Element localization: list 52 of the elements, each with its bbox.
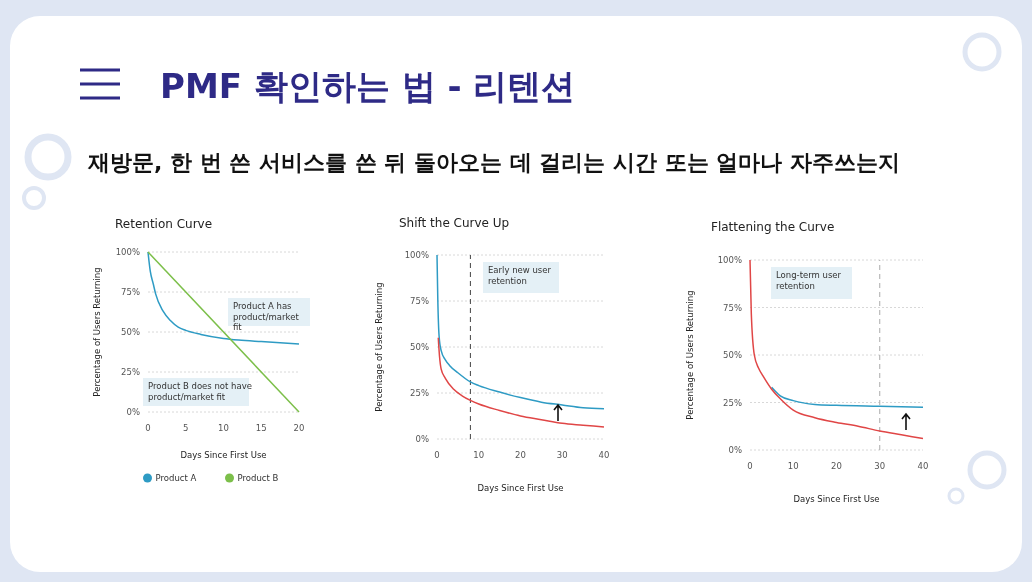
x-axis-title: Days Since First Use xyxy=(180,450,267,460)
line-series xyxy=(770,386,924,408)
y-axis-title: Percentage of Users Returning xyxy=(685,290,695,420)
y-tick-label: 50% xyxy=(121,327,140,337)
x-tick-label: 40 xyxy=(917,461,929,471)
x-tick-label: 10 xyxy=(473,450,485,460)
chart-title: Retention Curve xyxy=(115,217,213,231)
y-axis-title: Percentage of Users Returning xyxy=(374,282,384,412)
y-tick-label: 0% xyxy=(728,445,742,455)
x-tick-label: 5 xyxy=(183,423,189,433)
y-tick-label: 0% xyxy=(126,407,140,417)
chart-title: Flattening the Curve xyxy=(711,220,835,234)
x-tick-label: 40 xyxy=(598,450,610,460)
x-tick-label: 15 xyxy=(255,423,267,433)
line-series xyxy=(436,254,605,410)
y-tick-label: 25% xyxy=(121,367,140,377)
x-tick-label: 30 xyxy=(874,461,886,471)
annotation: Long-term user retention xyxy=(776,270,842,291)
text: PMF 확인하는 법 - 리텐션 xyxy=(160,66,576,106)
chart-title: Shift the Curve Up xyxy=(399,216,510,230)
annotation: Product A has product/market fit xyxy=(233,301,300,332)
y-tick-label: 100% xyxy=(115,247,140,257)
annotation: Early new user retention xyxy=(488,265,552,286)
text: 재방문, 한 번 쓴 서비스를 쓴 뒤 돌아오는 데 걸리는 시간 또는 얼마나 자주쓰는지 xyxy=(87,150,900,175)
legend-label: Product B xyxy=(237,473,279,483)
y-tick-label: 75% xyxy=(723,302,742,313)
y-tick-label: 100% xyxy=(404,250,429,260)
annotation: Product B does not have product/market fit xyxy=(148,381,252,402)
line-series xyxy=(437,337,605,428)
x-axis-title: Days Since First Use xyxy=(793,494,880,504)
line-series xyxy=(147,251,300,345)
y-axis-title: Percentage of Users Returning xyxy=(92,267,102,397)
x-tick-label: 20 xyxy=(831,461,842,471)
x-tick-label: 20 xyxy=(293,423,305,433)
x-tick-label: 30 xyxy=(556,450,568,460)
x-tick-label: 20 xyxy=(515,450,526,460)
y-tick-label: 25% xyxy=(410,388,429,398)
line-series xyxy=(749,259,924,440)
x-tick-label: 10 xyxy=(218,423,229,433)
y-tick-label: 75% xyxy=(410,296,429,306)
y-tick-label: 50% xyxy=(410,342,429,352)
y-tick-label: 0% xyxy=(415,434,429,444)
x-tick-label: 0 xyxy=(145,423,151,433)
legend-label: Product A xyxy=(155,473,197,483)
y-tick-label: 75% xyxy=(121,287,140,297)
x-tick-label: 0 xyxy=(434,450,440,460)
y-tick-label: 100% xyxy=(717,255,742,265)
x-tick-label: 0 xyxy=(747,461,753,471)
y-tick-label: 25% xyxy=(723,397,742,408)
y-tick-label: 50% xyxy=(723,350,742,360)
x-tick-label: 10 xyxy=(787,461,799,471)
x-axis-title: Days Since First Use xyxy=(477,483,564,493)
